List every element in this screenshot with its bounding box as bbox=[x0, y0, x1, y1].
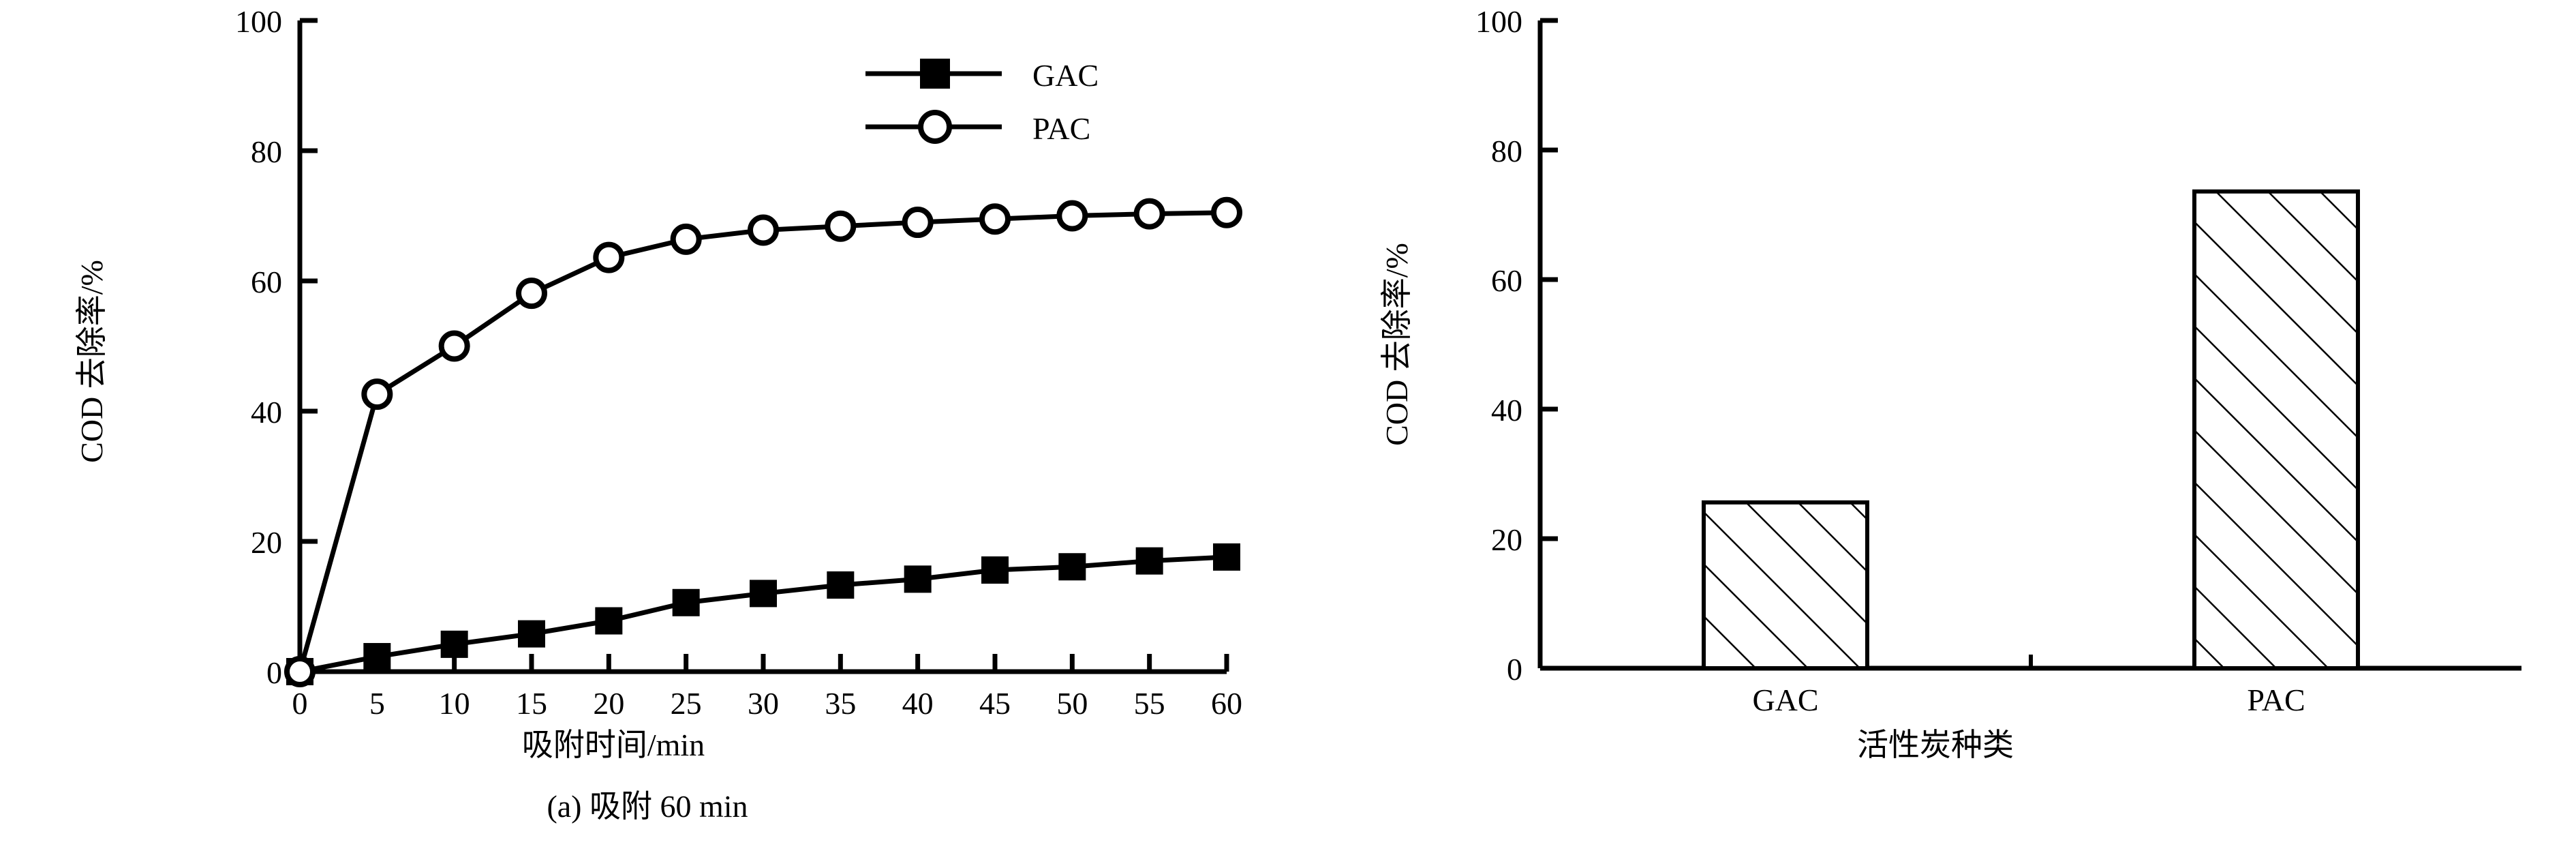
y-tick-label-a: 80 bbox=[251, 134, 282, 169]
y-tick-label-b: 20 bbox=[1491, 522, 1522, 557]
x-tick-label-a: 5 bbox=[369, 686, 385, 721]
data-point-pac bbox=[361, 378, 393, 410]
data-point-gac bbox=[672, 588, 700, 616]
legend-marker-gac bbox=[920, 59, 950, 89]
data-point-pac bbox=[1133, 198, 1165, 230]
data-point-gac bbox=[363, 643, 391, 671]
x-tick-label-a: 60 bbox=[1211, 686, 1242, 721]
bar-chart-svg: COD 去除率/% 活性炭种类 0 20 40 60 80 100 GAC PAC bbox=[1379, 4, 2521, 762]
y-tick-label-b: 100 bbox=[1475, 4, 1522, 39]
x-tick-label-a: 45 bbox=[979, 686, 1011, 721]
data-point-gac bbox=[1135, 547, 1163, 575]
series-group-a bbox=[284, 196, 1242, 687]
legend-label-gac: GAC bbox=[1032, 58, 1099, 93]
x-tick-label-a: 40 bbox=[902, 686, 934, 721]
legend-a: GAC PAC bbox=[865, 58, 1099, 146]
x-tick-label-a: 20 bbox=[593, 686, 624, 721]
data-point-pac bbox=[593, 241, 625, 273]
data-point-gac bbox=[750, 580, 777, 608]
data-point-pac bbox=[902, 207, 934, 239]
category-label-group-b: GAC PAC bbox=[1752, 683, 2305, 717]
data-point-pac bbox=[670, 223, 702, 255]
legend-label-pac: PAC bbox=[1032, 111, 1090, 146]
x-tick-label-a: 35 bbox=[825, 686, 856, 721]
y-tick-label-b: 40 bbox=[1491, 393, 1522, 428]
data-point-pac bbox=[979, 203, 1011, 235]
data-point-gac bbox=[440, 630, 468, 658]
data-point-pac bbox=[1056, 200, 1088, 232]
legend-marker-pac bbox=[918, 110, 952, 144]
panel-a-line-chart: COD 去除率/% 吸附时间/min 0 20 40 60 80 100 0 5 10 15 20… bbox=[74, 4, 1242, 824]
x-tick-label-a: 50 bbox=[1056, 686, 1088, 721]
y-tick-group-a: 0 20 40 60 80 100 bbox=[235, 4, 318, 690]
data-point-pac bbox=[516, 278, 547, 310]
y-tick-label-a: 40 bbox=[251, 395, 282, 430]
y-tick-label-a: 0 bbox=[266, 655, 282, 690]
data-point-pac bbox=[1211, 196, 1242, 228]
y-axis-label-a: COD 去除率/% bbox=[74, 260, 109, 463]
panel-a-caption: (a) 吸附 60 min bbox=[547, 789, 748, 824]
line-chart-svg: COD 去除率/% 吸附时间/min 0 20 40 60 80 100 0 5 10 15 20… bbox=[74, 4, 1242, 762]
data-point-pac bbox=[748, 214, 779, 246]
axes-b bbox=[1537, 20, 2521, 671]
x-tick-label-a: 30 bbox=[748, 686, 779, 721]
y-tick-label-b: 0 bbox=[1507, 652, 1522, 687]
data-point-pac bbox=[284, 656, 316, 687]
x-axis-label-a: 吸附时间/min bbox=[522, 728, 705, 762]
bar-pac bbox=[2192, 189, 2360, 670]
y-axis-label-b: COD 去除率/% bbox=[1379, 243, 1414, 446]
y-tick-label-a: 100 bbox=[235, 4, 282, 39]
data-point-gac bbox=[904, 565, 932, 593]
data-point-gac bbox=[595, 607, 623, 635]
data-point-gac bbox=[827, 571, 855, 599]
y-tick-group-b: 0 20 40 60 80 100 bbox=[1475, 4, 1558, 687]
data-point-pac bbox=[825, 210, 857, 242]
x-tick-group-a: 0 5 10 15 20 25 30 35 40 45 50 55 60 bbox=[292, 654, 1242, 721]
bar-group-b bbox=[1702, 189, 2360, 670]
x-tick-label-a: 10 bbox=[439, 686, 470, 721]
data-point-gac bbox=[1058, 553, 1086, 581]
y-tick-label-b: 60 bbox=[1491, 263, 1522, 298]
data-point-gac bbox=[981, 556, 1009, 584]
y-tick-label-b: 80 bbox=[1491, 134, 1522, 168]
y-tick-label-a: 60 bbox=[251, 265, 282, 299]
x-tick-label-a: 55 bbox=[1134, 686, 1165, 721]
category-label-gac: GAC bbox=[1752, 683, 1818, 717]
bar-gac bbox=[1702, 500, 1869, 670]
x-tick-label-a: 0 bbox=[292, 686, 308, 721]
x-tick-label-a: 15 bbox=[516, 686, 547, 721]
x-tick-label-a: 25 bbox=[671, 686, 702, 721]
category-label-pac: PAC bbox=[2247, 683, 2305, 717]
y-tick-label-a: 20 bbox=[251, 525, 282, 560]
data-point-pac bbox=[438, 330, 470, 362]
data-point-gac bbox=[518, 620, 545, 648]
x-axis-label-b: 活性炭种类 bbox=[1857, 728, 2014, 762]
data-point-gac bbox=[1213, 543, 1240, 571]
